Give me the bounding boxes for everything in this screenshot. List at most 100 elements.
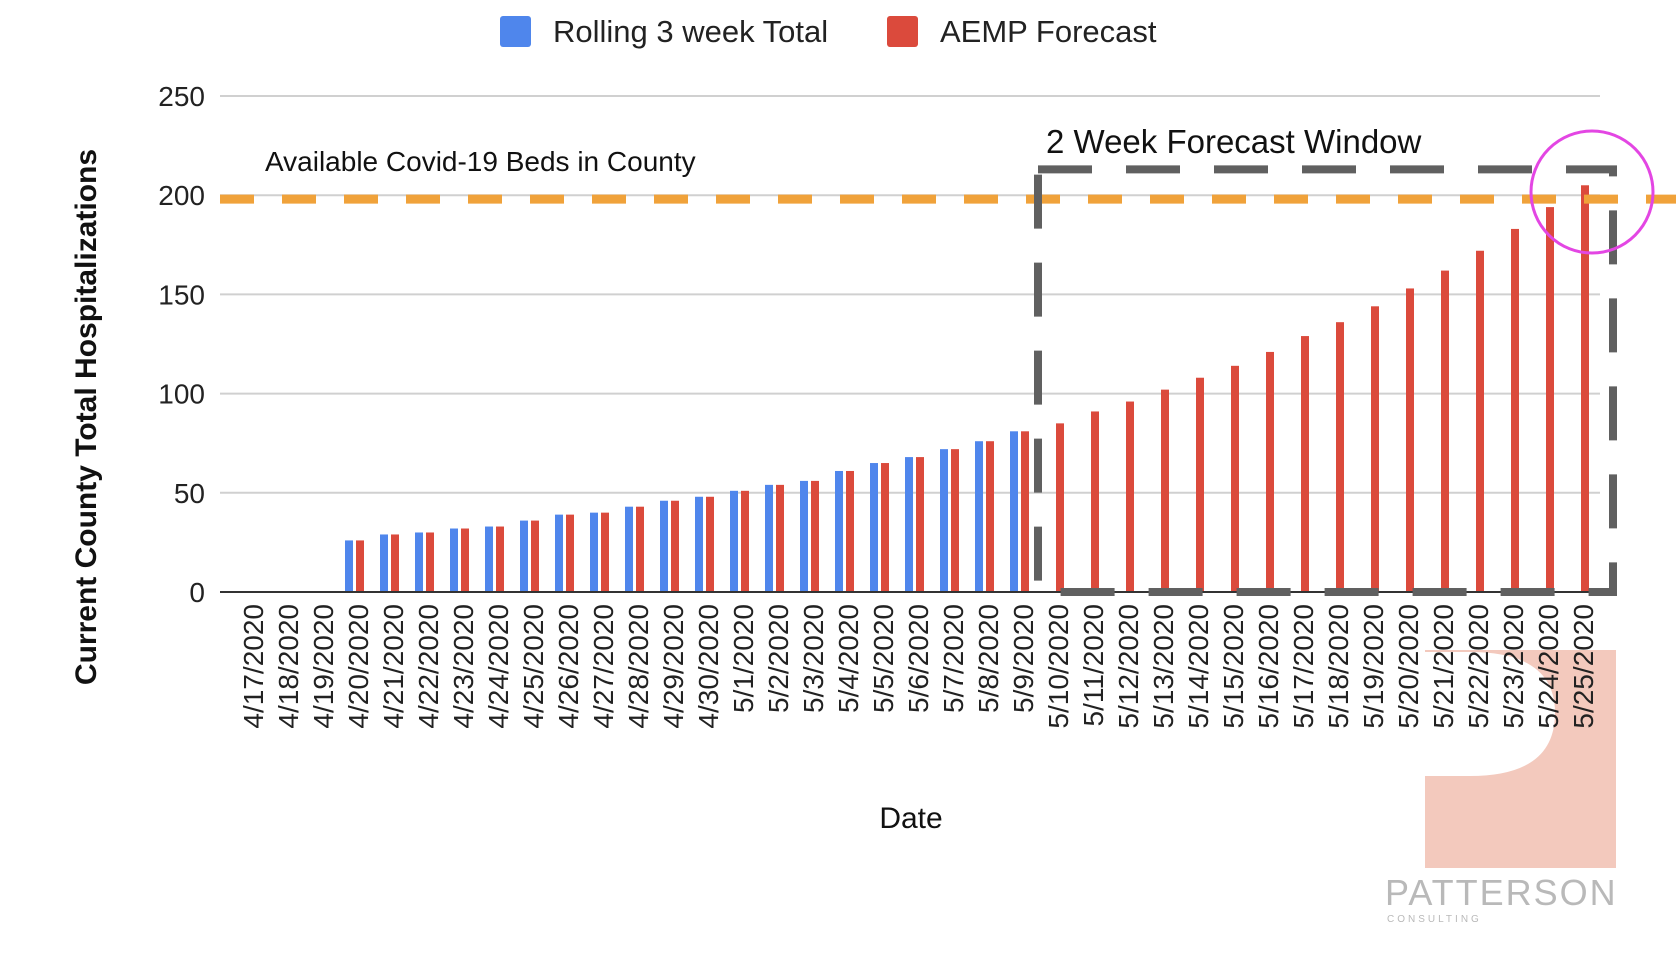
bar-forecast-26 — [1161, 389, 1169, 592]
legend-swatch-rolling — [500, 16, 531, 47]
x-tick-label: 5/19/2020 — [1358, 604, 1389, 729]
y-tick-label: 50 — [174, 478, 205, 509]
bar-forecast-24 — [1091, 411, 1099, 592]
bar-forecast-23 — [1056, 423, 1064, 592]
bar-rolling-12 — [660, 500, 668, 592]
bar-rolling-17 — [835, 470, 843, 592]
x-tick-label: 5/13/2020 — [1148, 604, 1179, 729]
watermark-name: PATTERSON — [1385, 872, 1618, 913]
bar-rolling-11 — [625, 506, 633, 592]
x-tick-label: 4/21/2020 — [378, 604, 409, 729]
x-tick-label: 4/27/2020 — [588, 604, 619, 729]
bar-rolling-6 — [450, 528, 458, 592]
bar-rolling-19 — [905, 457, 913, 592]
x-tick-label: 4/23/2020 — [448, 604, 479, 729]
x-tick-label: 5/16/2020 — [1253, 604, 1284, 729]
x-tick-label: 5/6/2020 — [903, 604, 934, 713]
bar-forecast-12 — [671, 500, 679, 592]
capacity-label: Available Covid-19 Beds in County — [265, 146, 696, 177]
bar-rolling-14 — [730, 490, 738, 592]
x-tick-label: 5/3/2020 — [798, 604, 829, 713]
bar-forecast-34 — [1441, 270, 1449, 592]
y-tick-label: 100 — [158, 379, 205, 410]
bar-forecast-31 — [1336, 322, 1344, 592]
x-tick-label: 5/5/2020 — [868, 604, 899, 713]
bar-forecast-17 — [846, 470, 854, 592]
bar-forecast-8 — [531, 520, 539, 592]
bars — [345, 185, 1589, 593]
highlight-circle — [1529, 129, 1655, 255]
x-tick-label: 5/12/2020 — [1113, 604, 1144, 729]
bar-forecast-28 — [1231, 365, 1239, 592]
bar-rolling-15 — [765, 484, 773, 592]
watermark-logo: PATTERSON CONSULTING — [1385, 650, 1618, 925]
x-tick-label: 4/22/2020 — [413, 604, 444, 729]
bar-forecast-16 — [811, 480, 819, 592]
y-tick-label: 0 — [189, 577, 205, 608]
y-tick-label: 150 — [158, 279, 205, 310]
x-tick-label: 4/19/2020 — [308, 604, 339, 729]
bar-forecast-18 — [881, 463, 889, 592]
x-tick-label: 4/25/2020 — [518, 604, 549, 729]
legend: Rolling 3 week Total AEMP Forecast — [500, 14, 1157, 49]
bar-rolling-16 — [800, 480, 808, 592]
x-tick-label: 5/20/2020 — [1393, 604, 1424, 729]
bar-forecast-5 — [426, 532, 434, 592]
x-tick-label: 5/14/2020 — [1183, 604, 1214, 729]
legend-label-rolling: Rolling 3 week Total — [553, 14, 828, 49]
bar-forecast-4 — [391, 534, 399, 592]
x-tick-label: 5/24/2020 — [1533, 604, 1564, 729]
y-axis-ticks: 0 50 100 150 200 250 — [158, 81, 205, 608]
bar-forecast-20 — [951, 449, 959, 592]
forecast-window-box — [1034, 165, 1617, 597]
bar-rolling-5 — [415, 532, 423, 592]
bar-rolling-4 — [380, 534, 388, 592]
bar-forecast-15 — [776, 484, 784, 592]
bar-rolling-18 — [870, 463, 878, 592]
bar-forecast-27 — [1196, 377, 1204, 592]
bar-forecast-3 — [356, 540, 364, 592]
bar-forecast-30 — [1301, 336, 1309, 592]
legend-label-forecast: AEMP Forecast — [940, 14, 1157, 49]
bar-forecast-32 — [1371, 306, 1379, 592]
x-tick-label: 4/28/2020 — [623, 604, 654, 729]
bar-forecast-33 — [1406, 288, 1414, 592]
x-tick-label: 5/15/2020 — [1218, 604, 1249, 729]
x-tick-label: 5/23/2020 — [1498, 604, 1529, 729]
x-tick-label: 5/10/2020 — [1043, 604, 1074, 729]
bar-forecast-25 — [1126, 401, 1134, 592]
bar-forecast-6 — [461, 528, 469, 592]
forecast-window-label: 2 Week Forecast Window — [1046, 123, 1422, 160]
x-tick-label: 5/17/2020 — [1288, 604, 1319, 729]
x-tick-label: 5/25/2020 — [1568, 604, 1599, 729]
x-tick-label: 4/18/2020 — [273, 604, 304, 729]
gridlines — [220, 95, 1600, 494]
x-tick-label: 5/8/2020 — [973, 604, 1004, 713]
x-tick-label: 4/26/2020 — [553, 604, 584, 729]
bar-rolling-10 — [590, 512, 598, 592]
x-tick-label: 4/20/2020 — [343, 604, 374, 729]
x-tick-label: 4/29/2020 — [658, 604, 689, 729]
x-tick-label: 5/11/2020 — [1078, 604, 1109, 727]
bar-forecast-9 — [566, 514, 574, 592]
x-tick-label: 4/17/2020 — [238, 604, 269, 729]
watermark-logo-shape — [1425, 650, 1616, 868]
bar-rolling-3 — [345, 540, 353, 592]
y-axis-title: Current County Total Hospitalizations — [70, 149, 103, 685]
bar-forecast-7 — [496, 526, 504, 592]
bar-forecast-38 — [1581, 185, 1589, 592]
bar-forecast-21 — [986, 441, 994, 592]
x-axis-title: Date — [879, 802, 942, 835]
x-tick-label: 5/22/2020 — [1463, 604, 1494, 729]
bar-rolling-21 — [975, 441, 983, 592]
bar-rolling-7 — [485, 526, 493, 592]
x-tick-label: 5/18/2020 — [1323, 604, 1354, 729]
x-tick-label: 4/30/2020 — [693, 604, 724, 729]
bar-forecast-19 — [916, 457, 924, 592]
x-tick-label: 5/1/2020 — [728, 604, 759, 713]
bar-rolling-20 — [940, 449, 948, 592]
x-tick-label: 5/2/2020 — [763, 604, 794, 713]
bar-rolling-22 — [1010, 431, 1018, 592]
bar-forecast-11 — [636, 506, 644, 592]
